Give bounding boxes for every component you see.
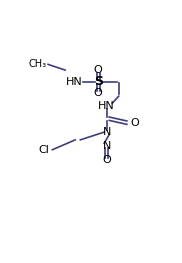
Text: Cl: Cl bbox=[38, 145, 49, 155]
Text: N: N bbox=[102, 127, 111, 137]
Text: N: N bbox=[102, 141, 111, 151]
Text: O: O bbox=[102, 155, 111, 165]
Text: O: O bbox=[130, 118, 139, 128]
Text: CH₃: CH₃ bbox=[29, 59, 47, 69]
Text: HN: HN bbox=[66, 77, 83, 87]
Text: O: O bbox=[94, 65, 103, 75]
Text: S: S bbox=[94, 75, 103, 88]
Text: HN: HN bbox=[98, 101, 115, 111]
Text: O: O bbox=[94, 88, 103, 98]
